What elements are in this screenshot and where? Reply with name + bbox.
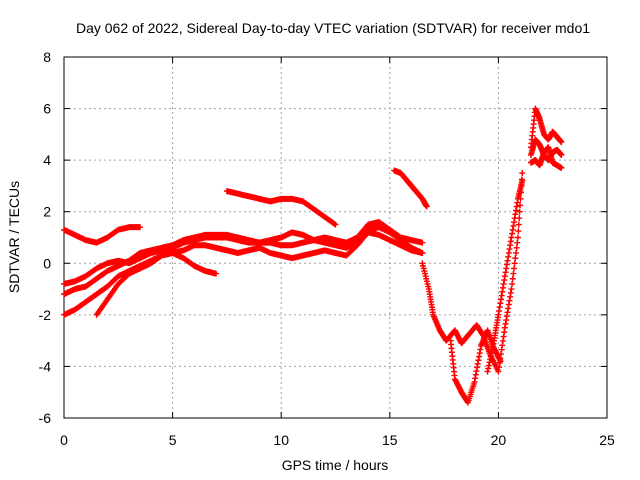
x-tick-label: 10	[273, 432, 289, 448]
y-tick-label: 0	[43, 255, 51, 271]
x-tick-label: 25	[599, 432, 615, 448]
data-point	[423, 203, 430, 210]
data-point	[519, 170, 526, 177]
plot-frame	[63, 56, 608, 419]
y-tick-label: -6	[39, 410, 52, 426]
axis-ticks: 0 5 10 15 20 25 -6 -4 -2 0 2 4 6 8	[39, 49, 615, 448]
data-point	[558, 139, 565, 146]
y-tick-label: 8	[43, 49, 51, 65]
data-point	[513, 244, 520, 251]
data-point	[558, 164, 565, 171]
x-tick-label: 5	[169, 432, 177, 448]
data-point	[419, 249, 426, 256]
data-point	[514, 239, 521, 246]
x-axis-label: GPS time / hours	[282, 457, 389, 473]
series-trace-7	[391, 167, 430, 210]
data-point	[510, 270, 517, 277]
data-point	[497, 358, 504, 365]
series-trace-9	[447, 327, 504, 406]
data-point	[512, 249, 519, 256]
y-tick-label: 4	[43, 152, 51, 168]
data-points	[61, 105, 565, 406]
series-trace-6	[223, 188, 339, 228]
data-point	[512, 255, 519, 262]
data-point	[509, 275, 516, 282]
x-tick-label: 0	[60, 432, 68, 448]
y-tick-label: -4	[39, 358, 52, 374]
data-point	[519, 177, 526, 184]
data-point	[509, 280, 516, 287]
data-point	[515, 221, 522, 228]
data-point	[508, 286, 515, 293]
x-tick-label: 20	[491, 432, 507, 448]
data-point	[419, 239, 426, 246]
x-tick-label: 15	[382, 432, 398, 448]
data-point	[213, 270, 220, 277]
y-axis-label: SDTVAR / TECUs	[6, 181, 22, 293]
data-point	[331, 220, 338, 227]
y-tick-label: 6	[43, 101, 51, 117]
chart-title: Day 062 of 2022, Sidereal Day-to-day VTE…	[76, 20, 590, 36]
data-point	[516, 208, 523, 215]
y-tick-label: -2	[39, 307, 52, 323]
series-trace-8	[419, 170, 526, 375]
data-point	[137, 224, 144, 231]
data-point	[511, 260, 518, 267]
data-point	[511, 265, 518, 272]
data-point	[332, 221, 339, 228]
data-point	[558, 151, 565, 158]
series-trace-12	[527, 144, 565, 171]
data-point	[515, 228, 522, 235]
y-tick-label: 2	[43, 204, 51, 220]
series-trace-13	[527, 136, 565, 164]
data-point	[514, 234, 521, 241]
series-trace-5	[93, 249, 220, 318]
series-trace-10	[484, 177, 526, 375]
series-trace-4	[61, 224, 144, 246]
